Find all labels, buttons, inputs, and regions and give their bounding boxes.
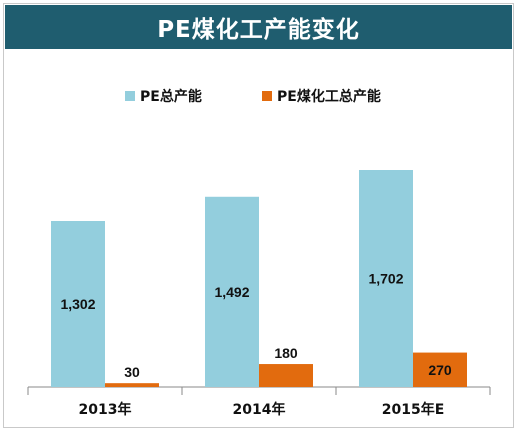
data-label-pe-total-2: 1,702 xyxy=(368,271,403,287)
legend: PE总产能 PE煤化工总产能 xyxy=(0,86,519,110)
bar-pe-coal-2 xyxy=(413,352,467,387)
data-label-pe-total-0: 1,302 xyxy=(60,296,95,312)
title-bar: PE煤化工产能变化 xyxy=(5,5,512,49)
bar-pe-coal-0 xyxy=(105,383,159,387)
x-tick-label-2: 2015年E xyxy=(382,401,445,418)
bar-pe-total-1 xyxy=(205,196,259,387)
bar-pe-total-2 xyxy=(359,170,413,387)
x-tick-label-1: 2014年 xyxy=(233,401,286,418)
legend-swatch-pe-coal xyxy=(262,91,272,101)
bar-pe-coal-1 xyxy=(259,364,313,387)
legend-label-pe-total: PE总产能 xyxy=(140,89,202,105)
chart-title: PE煤化工产能变化 xyxy=(157,17,360,43)
data-label-pe-coal-1: 180 xyxy=(274,345,298,361)
data-label-pe-total-1: 1,492 xyxy=(214,284,249,300)
legend-swatch-pe-total xyxy=(125,91,135,101)
legend-label-pe-coal: PE煤化工总产能 xyxy=(277,89,381,105)
legend-item-pe-total: PE总产能 xyxy=(125,86,202,106)
data-label-pe-coal-2: 270 xyxy=(428,362,452,378)
x-tick-label-0: 2013年 xyxy=(79,401,132,418)
bar-pe-total-0 xyxy=(51,220,105,387)
legend-item-pe-coal: PE煤化工总产能 xyxy=(262,86,381,106)
data-label-pe-coal-0: 30 xyxy=(124,364,140,380)
